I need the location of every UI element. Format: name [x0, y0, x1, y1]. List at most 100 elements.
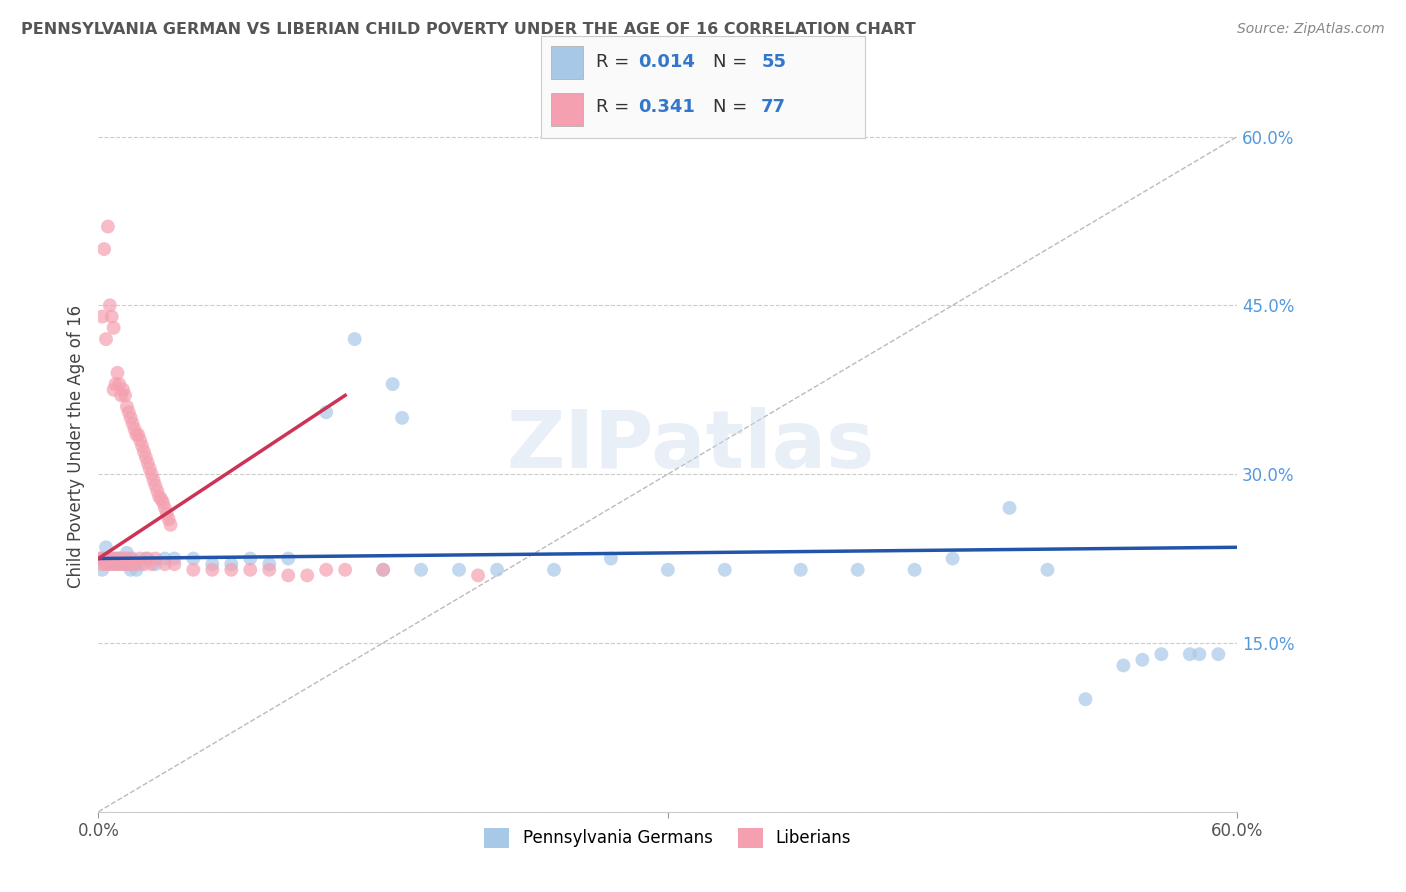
Point [141, 557, 163, 571]
Point [846, 563, 869, 577]
Point [153, 500, 176, 515]
Point [98, 298, 121, 312]
Point [121, 557, 143, 571]
Point [100, 557, 122, 571]
Point [145, 478, 167, 492]
Text: 55: 55 [761, 53, 786, 70]
Point [112, 551, 135, 566]
Point [449, 563, 471, 577]
Point [91, 310, 114, 324]
Point [114, 388, 136, 402]
Point [163, 551, 186, 566]
Point [136, 456, 159, 470]
Text: PENNSYLVANIA GERMAN VS LIBERIAN CHILD POVERTY UNDER THE AGE OF 16 CORRELATION CH: PENNSYLVANIA GERMAN VS LIBERIAN CHILD PO… [21, 22, 915, 37]
Point [121, 551, 143, 566]
Point [104, 377, 127, 392]
Point [132, 557, 155, 571]
Point [145, 557, 167, 571]
Point [315, 563, 337, 577]
Point [297, 568, 319, 582]
Point [259, 563, 281, 577]
Point [97, 219, 120, 234]
Point [141, 467, 163, 482]
Point [371, 563, 394, 577]
Text: 0.014: 0.014 [638, 53, 695, 70]
Point [135, 551, 157, 566]
Point [201, 557, 224, 571]
Point [125, 427, 148, 442]
Point [343, 332, 366, 346]
Point [1112, 658, 1135, 673]
Point [108, 377, 131, 392]
Point [98, 557, 121, 571]
Point [103, 551, 125, 566]
Point [467, 568, 489, 582]
Point [112, 551, 135, 566]
Point [153, 551, 176, 566]
Point [110, 557, 132, 571]
Point [112, 383, 135, 397]
Point [136, 551, 159, 566]
Point [904, 563, 927, 577]
Point [221, 563, 243, 577]
Bar [551, 45, 583, 78]
Point [156, 507, 179, 521]
Point [120, 563, 142, 577]
Point [1208, 647, 1230, 661]
Point [89, 551, 111, 566]
Point [657, 563, 679, 577]
Point [239, 563, 262, 577]
Legend: Pennsylvania Germans, Liberians: Pennsylvania Germans, Liberians [478, 821, 858, 855]
Point [127, 427, 149, 442]
Point [115, 546, 138, 560]
Point [121, 417, 143, 431]
Point [135, 450, 157, 465]
Point [103, 321, 125, 335]
Point [152, 495, 174, 509]
Point [94, 541, 117, 555]
Point [118, 557, 141, 571]
Point [98, 551, 121, 566]
Point [110, 388, 132, 402]
Point [104, 557, 127, 571]
Point [486, 563, 509, 577]
Point [1074, 692, 1097, 706]
Text: 0.341: 0.341 [638, 98, 695, 117]
Point [221, 557, 243, 571]
Point [114, 557, 136, 571]
Text: 77: 77 [761, 98, 786, 117]
Point [94, 332, 117, 346]
Point [107, 551, 129, 566]
Point [148, 490, 170, 504]
Point [714, 563, 737, 577]
Point [108, 551, 131, 566]
Point [146, 483, 169, 498]
Point [104, 551, 127, 566]
Point [129, 434, 152, 448]
Point [118, 557, 141, 571]
Point [115, 551, 138, 566]
Point [107, 557, 129, 571]
Point [93, 551, 115, 566]
Point [110, 557, 132, 571]
Text: R =: R = [596, 53, 636, 70]
Text: Source: ZipAtlas.com: Source: ZipAtlas.com [1237, 22, 1385, 37]
Point [93, 551, 115, 566]
Point [115, 400, 138, 414]
Point [145, 551, 167, 566]
Point [259, 557, 281, 571]
Point [381, 377, 404, 392]
Point [183, 551, 205, 566]
Point [125, 557, 148, 571]
Point [103, 557, 125, 571]
Point [157, 512, 180, 526]
Point [391, 410, 413, 425]
Point [89, 551, 111, 566]
Point [91, 563, 114, 577]
Point [131, 439, 153, 453]
Point [277, 568, 299, 582]
Point [97, 551, 120, 566]
Point [600, 551, 623, 566]
Y-axis label: Child Poverty Under the Age of 16: Child Poverty Under the Age of 16 [66, 304, 84, 588]
Point [163, 557, 186, 571]
